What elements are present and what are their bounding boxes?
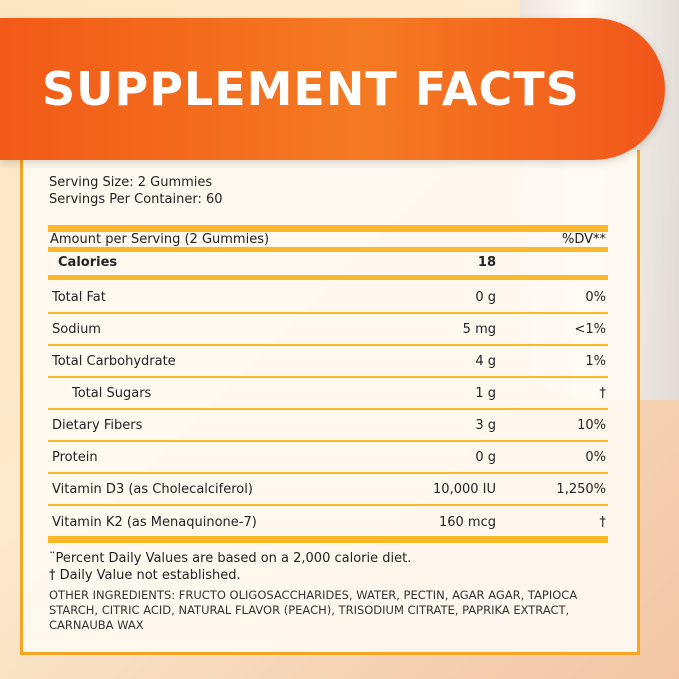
nutrient-amount: 10,000 IU xyxy=(433,481,496,497)
nutrient-row: Vitamin D3 (as Cholecalciferol) 10,000 IU… xyxy=(48,474,608,506)
servings-per-container: Servings Per Container: 60 xyxy=(49,192,223,207)
nutrient-amount: 0 g xyxy=(475,449,496,465)
nutrient-amount: 5 mg xyxy=(462,321,496,337)
nutrient-name: Total Fat xyxy=(52,289,106,305)
nutrient-dv: 0% xyxy=(585,289,606,305)
nutrient-name: Total Sugars xyxy=(72,385,152,401)
serving-size: Serving Size: 2 Gummies xyxy=(49,175,213,190)
divider-thick xyxy=(48,536,608,543)
nutrient-dv: 0% xyxy=(585,449,606,465)
divider-thick xyxy=(48,225,608,232)
serving-info: Serving Size: 2 Gummies Servings Per Con… xyxy=(49,174,223,208)
calories-row: Calories 18 xyxy=(48,250,608,280)
footnotes: ¨Percent Daily Values are based on a 2,0… xyxy=(49,550,411,584)
nutrient-dv: † xyxy=(599,385,607,401)
nutrient-row: Total Sugars 1 g † xyxy=(48,378,608,410)
nutrient-amount: 0 g xyxy=(475,289,496,305)
nutrient-name: Dietary Fibers xyxy=(52,417,143,433)
supplement-facts-panel: Serving Size: 2 Gummies Servings Per Con… xyxy=(20,150,640,655)
title-banner: SUPPLEMENT FACTS xyxy=(0,18,665,160)
nutrient-dv: 10% xyxy=(577,417,606,433)
nutrient-name: Sodium xyxy=(52,321,101,337)
nutrient-name: Protein xyxy=(52,449,98,465)
nutrient-amount: 4 g xyxy=(475,353,496,369)
nutrient-row: Total Carbohydrate 4 g 1% xyxy=(48,346,608,378)
dv-header: %DV** xyxy=(561,232,606,247)
nutrient-amount: 1 g xyxy=(475,385,496,401)
nutrient-amount: 3 g xyxy=(475,417,496,433)
calories-label: Calories xyxy=(58,255,118,270)
nutrient-dv: <1% xyxy=(574,321,606,337)
nutrient-amount: 160 mcg xyxy=(438,514,496,530)
dv-footnote: ¨Percent Daily Values are based on a 2,0… xyxy=(49,551,412,566)
amount-header: Amount per Serving (2 Gummies) xyxy=(50,232,270,247)
nutrient-name: Vitamin D3 (as Cholecalciferol) xyxy=(52,481,253,497)
header-row: Amount per Serving (2 Gummies) %DV** xyxy=(48,232,608,252)
nutrient-row: Vitamin K2 (as Menaquinone-7) 160 mcg † xyxy=(48,506,608,538)
nutrient-row: Dietary Fibers 3 g 10% xyxy=(48,410,608,442)
nutrient-dv: 1,250% xyxy=(556,481,606,497)
nutrient-name: Total Carbohydrate xyxy=(52,353,176,369)
dagger-footnote: † Daily Value not established. xyxy=(49,568,241,583)
other-ingredients: OTHER INGREDIENTS: FRUCTO OLIGOSACCHARID… xyxy=(49,588,578,632)
nutrient-name: Vitamin K2 (as Menaquinone-7) xyxy=(52,514,257,530)
nutrient-row: Total Fat 0 g 0% xyxy=(48,282,608,314)
page-title: SUPPLEMENT FACTS xyxy=(42,62,580,116)
calories-amount: 18 xyxy=(477,255,496,270)
nutrient-dv: 1% xyxy=(585,353,606,369)
nutrient-row: Sodium 5 mg <1% xyxy=(48,314,608,346)
nutrient-row: Protein 0 g 0% xyxy=(48,442,608,474)
nutrient-dv: † xyxy=(599,514,607,530)
